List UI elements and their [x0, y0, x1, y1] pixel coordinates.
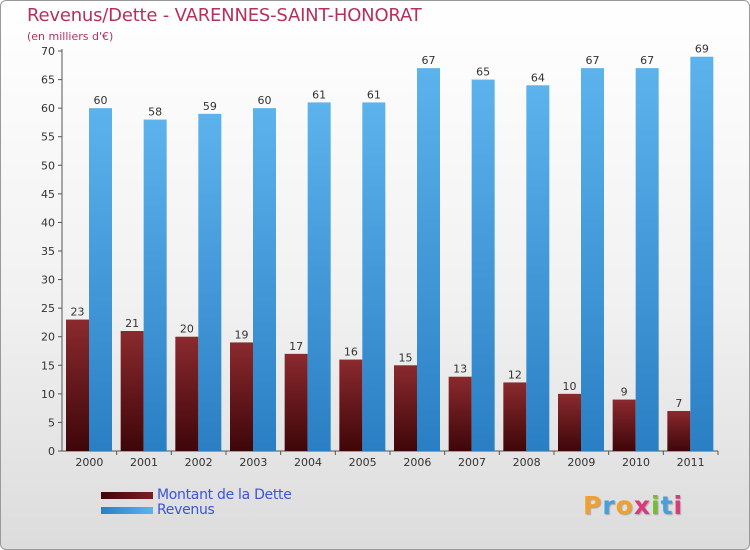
legend-label-revenus: Revenus [157, 502, 215, 518]
y-tick-label: 70 [41, 45, 55, 58]
bar-dette [175, 336, 199, 451]
bar-dette [448, 376, 472, 451]
y-tick-label: 60 [41, 102, 55, 115]
value-label-dette: 9 [621, 386, 628, 399]
x-tick-label: 2003 [239, 456, 267, 469]
y-tick-label: 20 [41, 331, 55, 344]
value-label-revenus: 65 [476, 66, 490, 79]
value-label-revenus: 60 [94, 94, 108, 107]
value-label-revenus: 58 [148, 106, 162, 119]
legend-label-dette: Montant de la Dette [157, 487, 292, 503]
chart-subtitle: (en milliers d'€) [27, 30, 114, 43]
logo-letter: i [651, 491, 661, 520]
bar-dette [120, 331, 144, 451]
value-label-revenus: 59 [203, 100, 217, 113]
value-label-dette: 23 [71, 306, 85, 319]
bar-dette [339, 359, 363, 451]
value-label-revenus: 61 [312, 88, 326, 101]
bar-dette [284, 353, 308, 451]
value-label-dette: 16 [344, 346, 358, 359]
y-tick-label: 35 [41, 245, 55, 258]
x-tick-label: 2008 [513, 456, 541, 469]
logo-letter: x [633, 491, 651, 520]
bar-revenus [362, 102, 386, 451]
value-label-dette: 20 [180, 323, 194, 336]
value-label-revenus: 69 [695, 43, 709, 56]
logo-letter: P [583, 491, 603, 520]
value-label-dette: 17 [289, 340, 303, 353]
logo-letter: o [615, 491, 634, 520]
bar-dette [503, 382, 527, 451]
x-tick-label: 2006 [403, 456, 431, 469]
y-tick-label: 30 [41, 274, 55, 287]
y-tick-label: 5 [48, 416, 55, 429]
x-tick-label: 2005 [349, 456, 377, 469]
value-label-dette: 7 [675, 397, 682, 410]
y-tick-label: 50 [41, 159, 55, 172]
x-tick-label: 2010 [622, 456, 650, 469]
value-label-revenus: 67 [422, 54, 436, 67]
bar-revenus [143, 119, 167, 452]
legend-swatch-revenus [101, 507, 153, 514]
value-label-dette: 15 [399, 351, 413, 364]
value-label-revenus: 61 [367, 88, 381, 101]
bar-dette [558, 393, 581, 451]
bar-revenus [198, 113, 222, 451]
x-tick-label: 2011 [677, 456, 705, 469]
value-label-dette: 10 [563, 380, 577, 393]
x-tick-label: 2001 [130, 456, 158, 469]
bar-dette [394, 365, 417, 451]
y-tick-label: 25 [41, 302, 55, 315]
value-label-revenus: 67 [586, 54, 600, 67]
value-label-revenus: 64 [531, 71, 545, 84]
value-label-revenus: 67 [640, 54, 654, 67]
y-tick-label: 55 [41, 131, 55, 144]
value-label-dette: 13 [453, 363, 467, 376]
y-tick-label: 45 [41, 188, 55, 201]
y-tick-label: 10 [41, 388, 55, 401]
x-tick-label: 2004 [294, 456, 322, 469]
x-tick-label: 2009 [567, 456, 595, 469]
bar-revenus [690, 56, 714, 451]
y-tick-label: 15 [41, 359, 55, 372]
y-tick-label: 0 [48, 445, 55, 458]
value-label-dette: 19 [235, 328, 249, 341]
x-tick-label: 2000 [75, 456, 103, 469]
logo-letter: r [602, 491, 616, 520]
bar-revenus [307, 102, 331, 451]
y-tick-label: 65 [41, 74, 55, 87]
bar-revenus [417, 68, 440, 452]
y-tick-label: 40 [41, 216, 55, 229]
value-label-revenus: 60 [258, 94, 272, 107]
bar-dette [667, 411, 691, 451]
value-label-dette: 21 [125, 317, 139, 330]
value-label-dette: 12 [508, 368, 522, 381]
proxiti-logo: Proxiti [583, 491, 683, 520]
bar-revenus [635, 68, 659, 452]
x-tick-label: 2007 [458, 456, 486, 469]
bar-revenus [253, 108, 276, 452]
bar-revenus [471, 79, 495, 452]
x-tick-label: 2002 [185, 456, 213, 469]
bar-dette [612, 399, 636, 451]
legend-swatch-dette [101, 492, 153, 499]
bar-revenus [89, 108, 112, 452]
chart-title: Revenus/Dette - VARENNES-SAINT-HONORAT [27, 5, 422, 26]
bar-dette [230, 342, 253, 451]
bar-dette [66, 319, 89, 451]
logo-letter: t [660, 491, 674, 520]
bar-revenus [581, 68, 604, 452]
bar-revenus [526, 85, 550, 452]
logo-letter: i [673, 491, 684, 520]
